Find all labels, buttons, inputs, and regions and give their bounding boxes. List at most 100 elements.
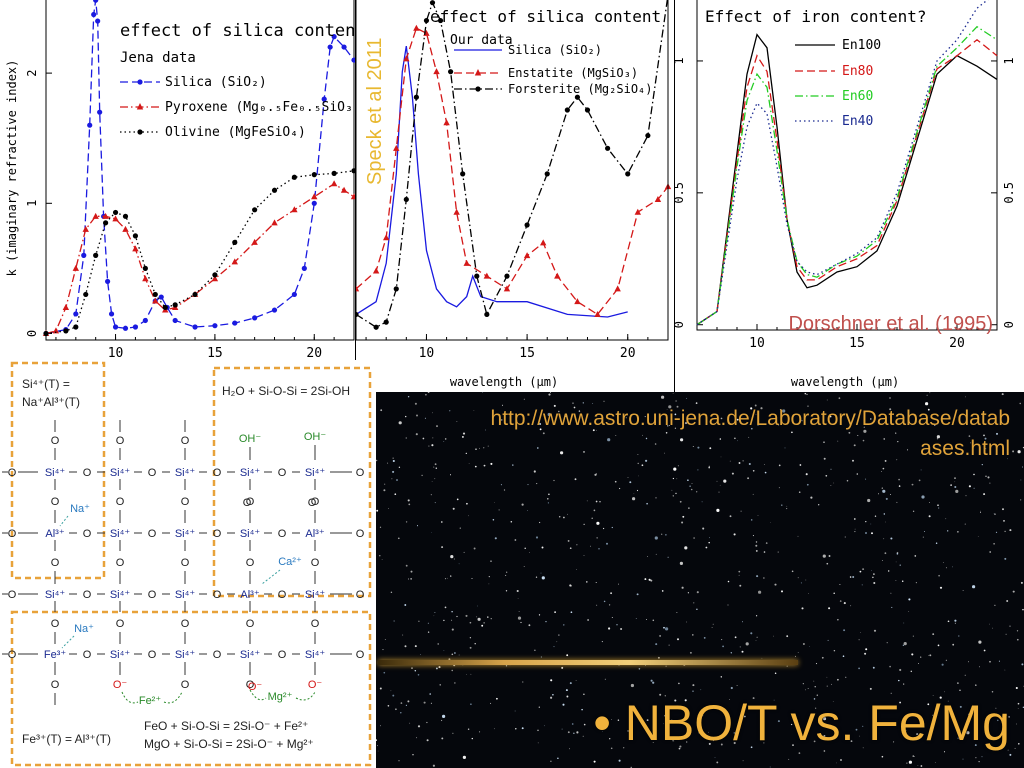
star <box>935 542 938 545</box>
star <box>903 683 905 685</box>
star <box>696 591 699 594</box>
oxygen-atom: O <box>308 497 317 509</box>
star <box>692 684 695 687</box>
star <box>400 712 402 714</box>
star <box>582 402 584 404</box>
data-point <box>291 174 297 180</box>
oxygen-atom: O <box>246 679 255 691</box>
star <box>853 518 856 520</box>
star <box>890 592 892 594</box>
star <box>798 752 801 754</box>
star <box>698 731 700 733</box>
data-point <box>252 207 258 213</box>
star <box>698 732 700 734</box>
chart-title: effect of silica content <box>430 7 661 26</box>
star <box>779 408 781 411</box>
plot-frame <box>696 0 998 331</box>
tetrahedral-cation: Al³⁺ <box>305 528 324 540</box>
star <box>830 468 832 470</box>
y-tick-label-right: 1 <box>1002 57 1016 64</box>
star <box>392 459 395 463</box>
star <box>873 573 875 575</box>
star <box>469 646 472 649</box>
star <box>773 699 775 701</box>
star <box>965 495 967 497</box>
oxygen-atom: O <box>83 589 92 601</box>
non-bridging-oxygen: O⁻ <box>248 681 263 693</box>
data-point <box>122 325 129 331</box>
star <box>667 425 669 427</box>
jena-database-link-text[interactable]: http://www.astro.uni-jena.de/Laboratory/… <box>490 407 1010 460</box>
chart-panel-iron: 10 15 20 0 0 0.5 0.5 1 1 wavelength (µm) Effect of… <box>675 0 1024 392</box>
star <box>661 533 663 535</box>
star <box>494 502 495 504</box>
star <box>692 445 694 448</box>
star <box>823 457 826 460</box>
star <box>431 480 433 482</box>
star <box>487 445 489 447</box>
star <box>405 521 408 523</box>
star <box>927 408 930 411</box>
star <box>422 437 425 440</box>
star <box>583 523 585 525</box>
star <box>395 708 397 711</box>
star <box>535 576 538 578</box>
star <box>839 600 842 602</box>
data-point <box>594 310 601 317</box>
star <box>808 593 809 595</box>
star <box>681 521 684 524</box>
star <box>945 567 947 569</box>
star <box>424 417 426 419</box>
star <box>608 413 610 415</box>
star <box>1004 669 1006 671</box>
data-point <box>158 294 164 300</box>
series-line <box>696 33 998 326</box>
star <box>863 429 867 433</box>
star <box>802 643 805 645</box>
tetrahedral-cation: Al³⁺ <box>240 589 259 601</box>
chart-panel-jena: 10 15 20 0 1 2 k (imaginary refractive index) e… <box>0 0 355 392</box>
data-point <box>82 225 89 232</box>
oxygen-atom: O <box>278 649 287 661</box>
series-line <box>696 25 998 326</box>
starfield-background <box>376 392 1024 768</box>
data-point <box>463 259 470 266</box>
star <box>668 405 672 409</box>
star <box>920 656 922 658</box>
star <box>665 534 667 536</box>
star <box>645 437 648 440</box>
star <box>973 487 975 489</box>
star <box>752 469 755 472</box>
star <box>667 556 669 558</box>
star <box>416 737 418 739</box>
star <box>954 481 956 483</box>
star <box>583 693 585 695</box>
star <box>761 657 763 659</box>
star <box>828 607 831 610</box>
legend-marker <box>474 69 482 76</box>
data-point <box>252 315 258 321</box>
data-point <box>574 94 581 100</box>
star <box>432 437 434 439</box>
star <box>608 627 611 630</box>
star <box>603 600 606 603</box>
star <box>995 707 997 709</box>
star <box>471 578 473 579</box>
star <box>1004 557 1007 560</box>
data-point <box>232 239 238 245</box>
star <box>745 642 749 646</box>
star <box>404 645 407 648</box>
star <box>943 751 946 753</box>
star <box>681 586 684 589</box>
star <box>383 671 386 674</box>
speck-annotation: Speck et al 2011 <box>364 37 386 185</box>
star <box>668 644 670 646</box>
magnesium-ion: Mg²⁺ <box>268 691 293 703</box>
star <box>973 473 975 476</box>
data-point <box>403 55 410 62</box>
star <box>470 673 472 675</box>
star <box>900 413 903 416</box>
data-point <box>574 298 581 305</box>
star <box>1007 749 1009 751</box>
jena-database-link[interactable]: http://www.astro.uni-jena.de/Laboratory/… <box>480 404 1010 464</box>
